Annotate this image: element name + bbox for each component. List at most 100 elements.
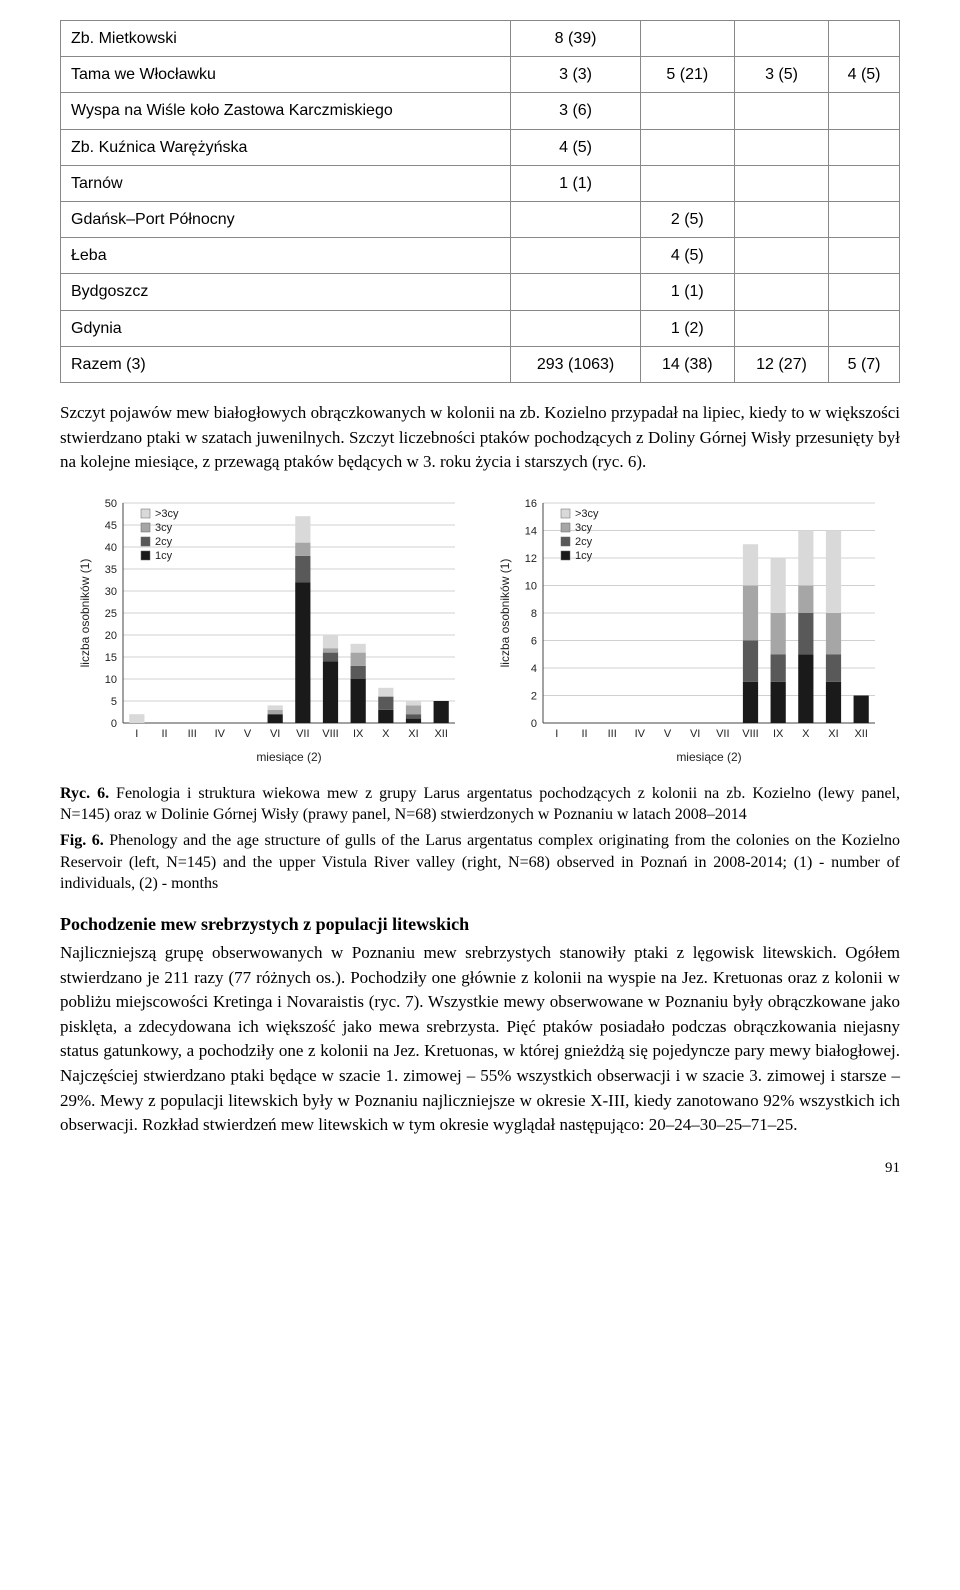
row-label: Tarnów [61, 165, 511, 201]
svg-text:III: III [188, 728, 197, 740]
svg-text:15: 15 [105, 652, 117, 664]
table-row: Tarnów1 (1) [61, 165, 900, 201]
row-label: Gdynia [61, 310, 511, 346]
row-value: 5 (7) [829, 346, 900, 382]
row-value: 12 (27) [734, 346, 828, 382]
caption-label-en: Fig. 6. [60, 832, 104, 849]
row-label: Razem (3) [61, 346, 511, 382]
row-label: Wyspa na Wiśle koło Zastowa Karczmiskieg… [61, 93, 511, 129]
table-row: Bydgoszcz1 (1) [61, 274, 900, 310]
svg-text:VI: VI [270, 728, 280, 740]
svg-text:10: 10 [105, 674, 117, 686]
table-row: Łeba 4 (5) [61, 238, 900, 274]
svg-text:V: V [664, 728, 672, 740]
row-value [829, 165, 900, 201]
row-value [640, 129, 734, 165]
row-value [734, 238, 828, 274]
figure-caption-en: Fig. 6. Phenology and the age structure … [60, 830, 900, 895]
row-value [829, 310, 900, 346]
svg-text:XII: XII [854, 728, 867, 740]
row-value: 293 (1063) [511, 346, 640, 382]
table-row: Razem (3)293 (1063)14 (38)12 (27)5 (7) [61, 346, 900, 382]
row-value: 2 (5) [640, 201, 734, 237]
svg-text:5: 5 [111, 696, 117, 708]
svg-text:2cy: 2cy [155, 536, 173, 548]
svg-text:10: 10 [525, 580, 537, 592]
row-value: 1 (1) [511, 165, 640, 201]
row-label: Zb. Mietkowski [61, 21, 511, 57]
svg-text:12: 12 [525, 553, 537, 565]
svg-text:V: V [244, 728, 252, 740]
svg-text:IV: IV [635, 728, 646, 740]
svg-text:25: 25 [105, 608, 117, 620]
caption-text-pl: Fenologia i struktura wiekowa mew z grup… [60, 785, 900, 824]
svg-text:X: X [802, 728, 810, 740]
row-value [511, 274, 640, 310]
svg-text:I: I [135, 728, 138, 740]
row-value: 4 (5) [640, 238, 734, 274]
row-value [829, 238, 900, 274]
caption-text-en: Phenology and the age structure of gulls… [60, 832, 900, 892]
row-value [734, 21, 828, 57]
svg-text:14: 14 [525, 525, 537, 537]
svg-text:II: II [581, 728, 587, 740]
row-value [829, 93, 900, 129]
svg-text:VII: VII [296, 728, 309, 740]
paragraph-1: Szczyt pojawów mew białogłowych obrączko… [60, 401, 900, 475]
svg-text:II: II [161, 728, 167, 740]
page-number: 91 [60, 1158, 900, 1180]
svg-text:VI: VI [690, 728, 700, 740]
row-value [640, 165, 734, 201]
row-value [511, 238, 640, 274]
svg-text:4: 4 [531, 663, 537, 675]
svg-text:6: 6 [531, 635, 537, 647]
row-value: 8 (39) [511, 21, 640, 57]
svg-text:>3cy: >3cy [155, 508, 179, 520]
svg-text:1cy: 1cy [155, 550, 173, 562]
svg-text:IX: IX [773, 728, 784, 740]
row-value: 4 (5) [829, 57, 900, 93]
svg-text:30: 30 [105, 586, 117, 598]
row-value [829, 274, 900, 310]
row-label: Gdańsk–Port Północny [61, 201, 511, 237]
svg-text:3cy: 3cy [155, 522, 173, 534]
svg-text:16: 16 [525, 498, 537, 510]
svg-text:liczba osobników (1): liczba osobników (1) [78, 558, 92, 667]
figure-caption-pl: Ryc. 6. Fenologia i struktura wiekowa me… [60, 783, 900, 826]
row-value: 4 (5) [511, 129, 640, 165]
row-value [829, 201, 900, 237]
svg-text:2: 2 [531, 690, 537, 702]
table-row: Zb. Mietkowski8 (39) [61, 21, 900, 57]
svg-text:miesiące (2): miesiące (2) [676, 750, 741, 764]
table-row: Tama we Włocławku3 (3)5 (21)3 (5)4 (5) [61, 57, 900, 93]
row-label: Bydgoszcz [61, 274, 511, 310]
row-value: 1 (2) [640, 310, 734, 346]
row-value: 3 (5) [734, 57, 828, 93]
svg-text:I: I [555, 728, 558, 740]
svg-text:VIII: VIII [742, 728, 759, 740]
chart-left: 05101520253035404550IIIIIIIVVVIVIIVIIIIX… [75, 493, 465, 773]
row-value [829, 129, 900, 165]
charts-row: 05101520253035404550IIIIIIIVVVIVIIVIIIIX… [60, 493, 900, 773]
row-value [829, 21, 900, 57]
svg-text:35: 35 [105, 564, 117, 576]
row-value [734, 274, 828, 310]
table-row: Gdańsk–Port Północny 2 (5) [61, 201, 900, 237]
row-value [734, 310, 828, 346]
svg-text:IX: IX [353, 728, 364, 740]
svg-text:8: 8 [531, 608, 537, 620]
row-value: 5 (21) [640, 57, 734, 93]
data-table: Zb. Mietkowski8 (39)Tama we Włocławku3 (… [60, 20, 900, 383]
svg-text:>3cy: >3cy [575, 508, 599, 520]
svg-text:20: 20 [105, 630, 117, 642]
row-label: Zb. Kuźnica Warężyńska [61, 129, 511, 165]
row-label: Łeba [61, 238, 511, 274]
row-value: 3 (6) [511, 93, 640, 129]
svg-text:40: 40 [105, 542, 117, 554]
svg-text:III: III [608, 728, 617, 740]
svg-text:liczba osobników (1): liczba osobników (1) [498, 558, 512, 667]
row-value [640, 21, 734, 57]
svg-text:XI: XI [408, 728, 418, 740]
row-value [734, 93, 828, 129]
row-value [734, 129, 828, 165]
